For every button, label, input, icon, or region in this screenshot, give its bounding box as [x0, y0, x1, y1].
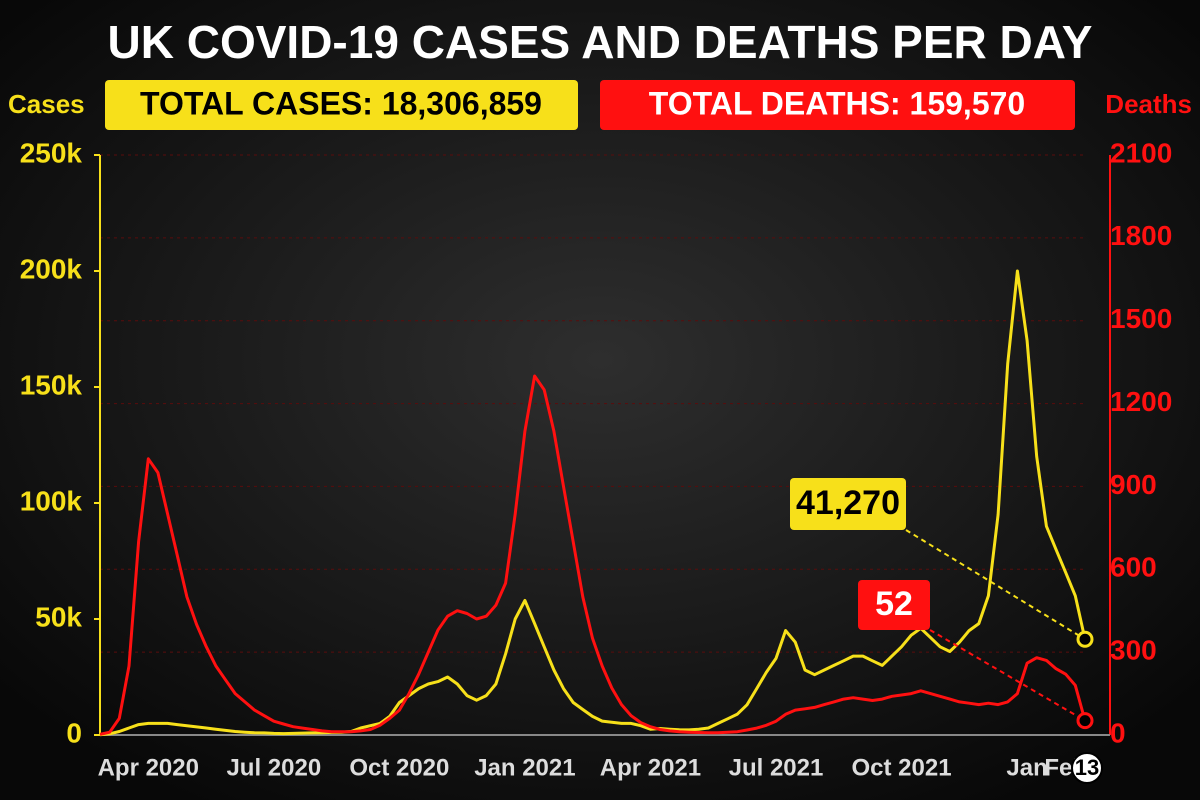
x-tick-label: Jul 2020: [226, 754, 321, 781]
x-tick-label: Apr 2020: [98, 754, 199, 781]
callout-leader: [905, 529, 1086, 641]
date-marker: [1071, 752, 1103, 784]
callout-box: [790, 478, 906, 530]
callout-leader: [929, 629, 1086, 722]
total-cases-box: [105, 80, 578, 130]
y2-tick-label: 600: [1110, 552, 1157, 583]
total-cases: TOTAL CASES: 18,306,859: [140, 85, 542, 121]
y2-tick-label: 2100: [1110, 137, 1172, 168]
x-tick-label: Apr 2021: [600, 754, 701, 781]
y2-tick-label: 1500: [1110, 303, 1172, 334]
x-tick-label: Oct 2021: [851, 754, 951, 781]
callout-label: 41,270: [796, 484, 900, 522]
y2-tick-label: 900: [1110, 469, 1157, 500]
end-point: [1076, 630, 1094, 648]
y2-tick-label: 0: [1110, 717, 1126, 748]
y2-axis-label: Deaths: [1105, 89, 1192, 119]
x-tick-label: 13: [1075, 755, 1099, 780]
y2-tick-label: 1200: [1110, 386, 1172, 417]
total-deaths-box: [600, 80, 1075, 130]
y-tick-label: 50k: [35, 601, 82, 632]
y-tick-label: 150k: [20, 369, 83, 400]
series-line: [99, 374, 1087, 736]
x-tick-label: Jan 2021: [474, 754, 575, 781]
x-tick-label: Jul 2021: [729, 754, 824, 781]
y-tick-label: 100k: [20, 485, 83, 516]
y-tick-label: 250k: [20, 137, 83, 168]
total-deaths: TOTAL DEATHS: 159,570: [649, 85, 1025, 121]
x-tick-label: Oct 2020: [349, 754, 449, 781]
x-tick-label: Jan: [1006, 754, 1047, 781]
chart-title: UK COVID-19 CASES AND DEATHS PER DAY: [108, 16, 1093, 68]
callout-box: [858, 580, 930, 630]
y2-tick-label: 300: [1110, 635, 1157, 666]
y-tick-label: 200k: [20, 253, 83, 284]
end-point: [1076, 712, 1094, 730]
y-tick-label: 0: [66, 717, 82, 748]
y2-tick-label: 1800: [1110, 220, 1172, 251]
callout-label: 52: [875, 585, 913, 623]
y-axis-label: Cases: [8, 89, 85, 119]
